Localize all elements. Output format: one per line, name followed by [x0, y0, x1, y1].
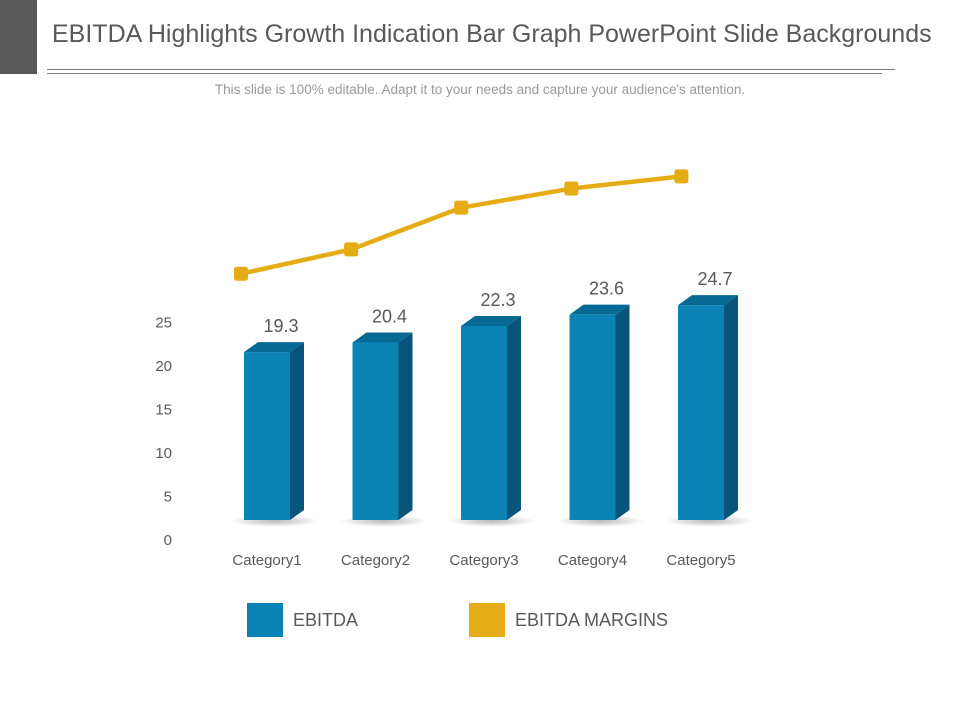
- bar-top: [461, 315, 521, 326]
- bar-side: [615, 304, 630, 520]
- bar-side: [724, 295, 738, 520]
- y-tick-label: 5: [164, 489, 172, 506]
- bar: [231, 342, 319, 527]
- bar-top: [244, 342, 304, 353]
- margins-line: [234, 169, 689, 281]
- bar: [448, 315, 536, 527]
- bar-front: [461, 325, 507, 520]
- bar-side: [290, 342, 304, 520]
- x-tick-label: Category1: [232, 552, 301, 569]
- bar-front: [569, 314, 616, 520]
- y-tick-label: 10: [155, 445, 172, 462]
- bar-data-label: 22.3: [480, 290, 515, 310]
- bar-front: [352, 342, 399, 520]
- bar-front: [678, 305, 724, 520]
- legend-item-ebitda-margins: EBITDA MARGINS: [469, 603, 668, 637]
- x-tick-label: Category4: [558, 552, 627, 569]
- margins-point: [674, 169, 689, 184]
- bar-data-label: 24.7: [697, 269, 732, 289]
- legend-label-ebitda-margins: EBITDA MARGINS: [515, 609, 669, 630]
- y-tick-label: 0: [164, 532, 172, 549]
- y-tick-label: 25: [155, 315, 172, 332]
- title-rule-bottom: [47, 73, 882, 74]
- bar: [339, 332, 428, 527]
- bar-top: [569, 304, 630, 315]
- bar-data-label: 20.4: [372, 307, 407, 327]
- bar-data-labels: 19.3 20.4 22.3 23.6 24.7: [263, 269, 732, 336]
- bar-side: [398, 332, 413, 520]
- y-tick-label: 15: [155, 402, 172, 419]
- y-tick-label: 20: [155, 358, 172, 375]
- legend-label-ebitda: EBITDA: [293, 609, 359, 630]
- bar-data-label: 23.6: [589, 279, 624, 299]
- legend-item-ebitda: EBITDA: [247, 603, 358, 637]
- margins-point: [234, 266, 248, 281]
- bar-side: [507, 315, 521, 520]
- margins-point: [454, 200, 469, 215]
- bar-top: [678, 295, 738, 306]
- legend-swatch-ebitda: [247, 603, 283, 637]
- margins-line-path: [240, 174, 682, 276]
- legend-swatch-ebitda-margins: [469, 603, 505, 637]
- slide-title: EBITDA Highlights Growth Indication Bar …: [52, 20, 932, 48]
- margins-point: [344, 242, 359, 257]
- corner-accent-block: [0, 0, 37, 74]
- bar-front: [244, 352, 290, 520]
- margins-point: [564, 181, 579, 196]
- bar-top: [352, 332, 413, 343]
- x-axis: Category1 Category2 Category3 Category4 Cate…: [232, 552, 735, 569]
- x-tick-label: Category2: [341, 552, 410, 569]
- slide-subtitle: This slide is 100% editable. Adapt it to…: [214, 82, 746, 97]
- ebitda-bars: [231, 295, 753, 527]
- title-rule-top: [47, 69, 895, 70]
- y-axis: 0 5 10 15 20 25: [155, 315, 172, 550]
- bar-data-label: 19.3: [263, 316, 298, 336]
- x-tick-label: Category5: [666, 552, 735, 569]
- bar: [556, 304, 645, 527]
- x-tick-label: Category3: [449, 552, 518, 569]
- bar: [665, 295, 753, 527]
